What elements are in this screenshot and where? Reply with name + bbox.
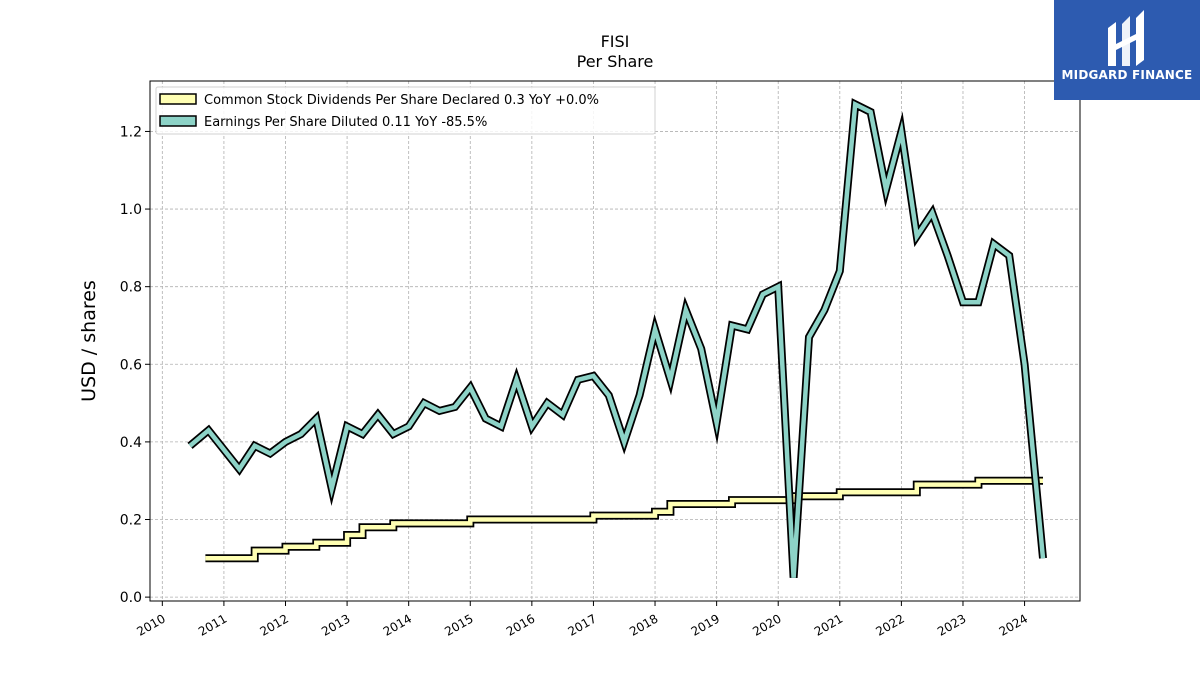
x-tick-label: 2013 xyxy=(319,611,352,638)
x-tick-label: 2019 xyxy=(689,611,722,638)
series-group xyxy=(187,98,1047,578)
x-tick-label: 2021 xyxy=(812,611,845,638)
legend: Common Stock Dividends Per Share Declare… xyxy=(155,86,656,135)
plot-frame xyxy=(149,80,1081,602)
brand-name: MIDGARD FINANCE xyxy=(1061,68,1193,82)
x-tick-label: 2022 xyxy=(873,611,906,638)
x-tick-label: 2024 xyxy=(997,611,1030,638)
legend-box xyxy=(155,86,656,135)
midgard-finance-logo: MIDGARD FINANCE xyxy=(1054,0,1200,100)
x-tick-label: 2014 xyxy=(381,611,414,638)
y-tick-label: 1.0 xyxy=(120,202,142,218)
legend-label-eps: Earnings Per Share Diluted 0.11 YoY -85.… xyxy=(204,115,487,130)
x-tick-label: 2010 xyxy=(134,611,167,638)
eps-line xyxy=(188,100,1046,578)
dividends-line xyxy=(205,478,1043,561)
x-tick-label: 2016 xyxy=(504,611,537,638)
y-tick-label: 0.2 xyxy=(120,513,142,529)
gridlines xyxy=(150,81,1080,601)
y-tick-label: 1.2 xyxy=(120,124,142,140)
x-tick-label: 2011 xyxy=(196,611,229,638)
y-tick-label: 0.4 xyxy=(120,435,142,451)
y-axis: 0.0 0.2 0.4 0.6 0.8 1.0 1.2 xyxy=(120,124,150,606)
x-tick-label: 2023 xyxy=(935,611,968,638)
eps-line-outline xyxy=(187,98,1047,578)
x-tick-label: 2015 xyxy=(442,611,475,638)
series-dividends-line xyxy=(205,476,1043,563)
series-eps-line xyxy=(187,98,1047,578)
chart-title: FISI xyxy=(601,32,630,51)
y-axis-label: USD / shares xyxy=(78,280,100,402)
legend-swatch-dividends xyxy=(159,93,197,105)
y-tick-label: 0.0 xyxy=(120,590,142,606)
x-axis: 2010 2011 2012 2013 2014 2015 2016 2017 2018 2019… xyxy=(134,601,1030,639)
x-tick-label: 2020 xyxy=(750,611,783,638)
midgard-monogram-icon xyxy=(1108,10,1144,66)
x-tick-label: 2012 xyxy=(258,611,291,638)
y-tick-label: 0.8 xyxy=(120,280,142,296)
legend-swatch-eps xyxy=(159,115,197,127)
legend-label-dividends: Common Stock Dividends Per Share Declare… xyxy=(204,93,599,108)
y-tick-label: 0.6 xyxy=(120,357,142,373)
x-tick-label: 2017 xyxy=(565,611,598,638)
chart-subtitle: Per Share xyxy=(577,52,654,71)
x-tick-label: 2018 xyxy=(627,611,660,638)
